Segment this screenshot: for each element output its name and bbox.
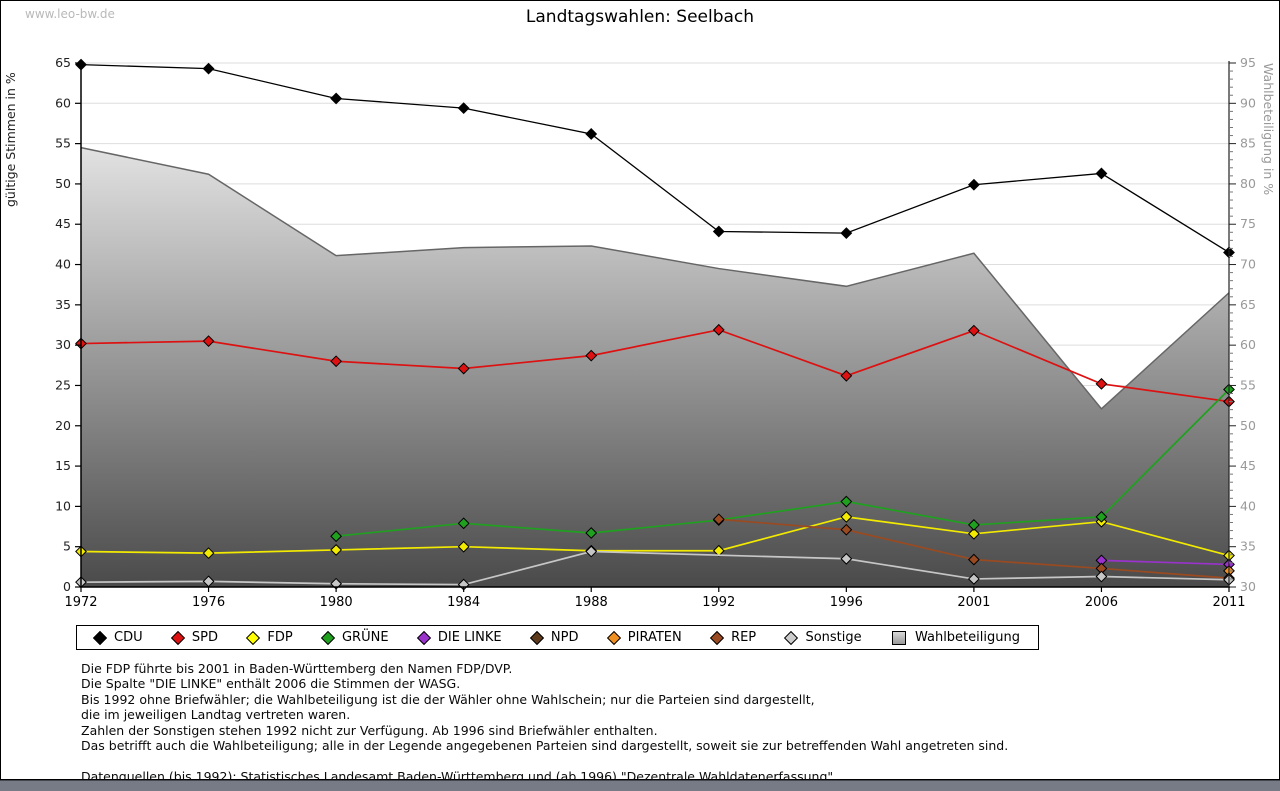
legend-label: CDU: [114, 630, 143, 645]
legend-label: GRÜNE: [341, 630, 389, 645]
svg-text:30: 30: [1240, 579, 1256, 594]
npd-marker-icon: [529, 630, 544, 645]
legend-label: REP: [731, 630, 757, 645]
svg-text:50: 50: [55, 176, 71, 191]
fdp-marker-icon: [246, 630, 261, 645]
svg-text:25: 25: [55, 377, 71, 392]
footnotes: Die FDP führte bis 2001 in Baden-Württem…: [81, 661, 1008, 784]
footnote-line: die im jeweiligen Landtag vertreten ware…: [81, 707, 351, 723]
legend-item-cdu: CDU: [92, 630, 143, 645]
svg-text:1984: 1984: [447, 595, 480, 610]
svg-text:1996: 1996: [830, 595, 863, 610]
svg-text:15: 15: [55, 458, 71, 473]
axes: [80, 61, 1230, 588]
series-fdp: [75, 510, 1235, 562]
x-axis-ticks: 1972 1976 1980 1984 1988 1992 1996 2001 2006 2011: [64, 587, 1246, 610]
svg-text:80: 80: [1240, 176, 1256, 191]
svg-text:85: 85: [1240, 136, 1256, 151]
svg-text:65: 65: [1240, 297, 1256, 312]
legend-item-die-linke: DIE LINKE: [416, 630, 502, 645]
svg-text:60: 60: [55, 95, 71, 110]
legend-label: Wahlbeteiligung: [914, 630, 1020, 645]
svg-text:1992: 1992: [702, 595, 735, 610]
rep-marker-icon: [709, 630, 725, 645]
svg-text:40: 40: [1240, 498, 1256, 513]
series-grüne: [330, 383, 1235, 543]
legend-item-wahlbeteiligung: Wahlbeteiligung: [891, 630, 1020, 645]
legend-label: Sonstige: [805, 630, 862, 645]
svg-text:50: 50: [1240, 418, 1256, 433]
svg-text:45: 45: [55, 216, 71, 231]
die-linke-marker-icon: [416, 630, 431, 645]
footnote-line: Das betrifft auch die Wahlbeteiligung; a…: [81, 738, 1009, 754]
left-axis-ticks: 0 5 10 15 20 25 30 35 40 45 50 55 60 65: [55, 55, 81, 594]
svg-text:40: 40: [55, 257, 71, 272]
svg-text:2011: 2011: [1212, 595, 1245, 610]
legend-item-fdp: FDP: [246, 630, 293, 645]
svg-text:0: 0: [63, 579, 71, 594]
legend-item-npd: NPD: [529, 630, 579, 645]
footnote-line: Die FDP führte bis 2001 in Baden-Württem…: [81, 661, 513, 676]
right-axis-ticks: 30 35 40 45 50 55 60 65 70 75 80 85 90 95: [1229, 55, 1256, 594]
svg-text:60: 60: [1240, 337, 1256, 352]
svg-text:45: 45: [1240, 458, 1256, 473]
svg-text:1976: 1976: [192, 595, 225, 610]
footnote-line: Die Spalte "DIE LINKE" enthält 2006 die …: [81, 676, 461, 692]
legend: CDU SPD FDP GRÜNE DIE LINKE NPD PIRATEN REP Sons…: [76, 625, 1039, 650]
svg-text:35: 35: [1240, 539, 1256, 554]
footnote-line: Zahlen der Sonstigen stehen 1992 nicht z…: [81, 722, 658, 738]
bottom-bar: [0, 780, 1280, 791]
page-title: Landtagswahlen: Seelbach: [525, 7, 755, 27]
svg-text:70: 70: [1240, 257, 1256, 272]
legend-label: DIE LINKE: [437, 630, 502, 645]
svg-text:5: 5: [63, 539, 71, 554]
sonstige-marker-icon: [784, 630, 799, 645]
svg-text:75: 75: [1240, 216, 1256, 231]
svg-text:55: 55: [55, 136, 71, 151]
svg-text:10: 10: [55, 498, 71, 513]
legend-item-sonstige: Sonstige: [784, 630, 862, 645]
svg-text:55: 55: [1240, 377, 1256, 392]
svg-text:65: 65: [55, 55, 71, 70]
footnote-line: Bis 1992 ohne Briefwähler; die Wahlbetei…: [81, 691, 815, 707]
series-wahlbeteiligung-area: [80, 146, 1230, 587]
legend-label: SPD: [191, 630, 219, 645]
svg-text:20: 20: [55, 418, 71, 433]
svg-text:30: 30: [55, 337, 71, 352]
right-axis-label: Wahlbeteiligung in %: [1261, 63, 1276, 195]
wahlbeteiligung-marker-icon: [891, 630, 906, 645]
svg-text:1988: 1988: [575, 595, 608, 610]
legend-item-rep: REP: [709, 630, 757, 645]
svg-text:2006: 2006: [1085, 595, 1118, 610]
piraten-marker-icon: [606, 630, 621, 645]
left-axis-label: gültige Stimmen in %: [3, 72, 18, 207]
legend-item-piraten: PIRATEN: [606, 630, 682, 645]
legend-item-grüne: GRÜNE: [320, 630, 389, 645]
grüne-marker-icon: [320, 630, 336, 645]
svg-text:95: 95: [1240, 55, 1256, 70]
footnote-line: [81, 753, 1008, 768]
svg-text:35: 35: [55, 297, 71, 312]
svg-text:2001: 2001: [957, 595, 990, 610]
svg-text:1972: 1972: [64, 595, 97, 610]
cdu-marker-icon: [92, 630, 108, 645]
watermark-text: www.leo-bw.de: [25, 7, 115, 21]
legend-label: FDP: [267, 630, 293, 645]
svg-text:1980: 1980: [320, 595, 353, 610]
chart-svg: 0 5 10 15 20 25 30 35 40 45 50 55 60 65 30 35 40 45 50 55 60…: [3, 55, 1276, 610]
legend-label: PIRATEN: [627, 630, 682, 645]
legend-item-spd: SPD: [170, 630, 219, 645]
svg-text:90: 90: [1240, 95, 1256, 110]
legend-label: NPD: [550, 630, 579, 645]
spd-marker-icon: [170, 630, 185, 645]
